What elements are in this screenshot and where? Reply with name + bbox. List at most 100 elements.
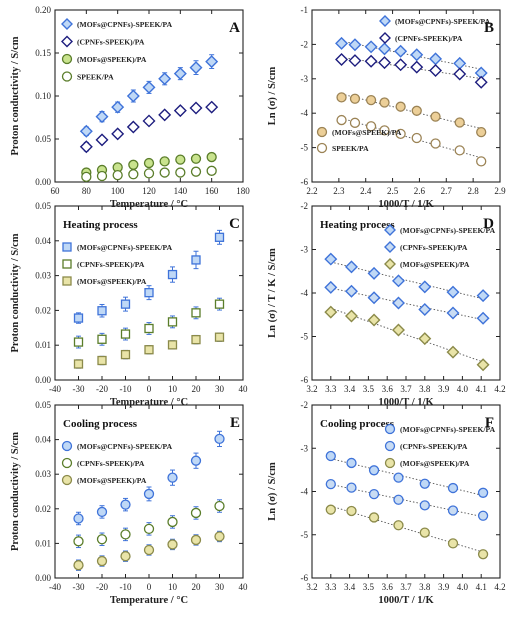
x-tick-label: 3.3 xyxy=(325,384,337,394)
data-point: (CPNFs-SPEEK)/PA: (150, 0.086) xyxy=(189,101,203,115)
y-tick-label: -1 xyxy=(301,5,309,15)
data-point: (MOFs@CPNFs)-SPEEK/PA: (2.66, -2.42) xyxy=(429,52,443,66)
data-point: (MOFs@SPEEK)/PA: (2.75, -4.27) xyxy=(454,117,465,128)
x-tick-label: 30 xyxy=(215,582,225,592)
data-point: (MOFs@CPNFs)-SPEEK/PA: (-30, 0.018) xyxy=(73,313,84,323)
panel-letter: E xyxy=(230,415,240,431)
data-point: (CPNFs-SPEEK)/PA: (2.53, -2.59) xyxy=(394,58,408,72)
data-point: (MOFs@CPNFs)-SPEEK/PA: (4.11, -4.06) xyxy=(476,289,490,303)
data-point: SPEEK/PA: (2.36, -4.28) xyxy=(349,117,361,128)
data-point: (CPNFs-SPEEK)/PA: (2.31, -2.44) xyxy=(335,53,349,67)
legend-marker xyxy=(316,126,328,138)
y-axis-label: Ln (σ) / S/cm xyxy=(267,67,278,126)
data-point: (MOFs@CPNFs)-SPEEK/PA: (160, 0.14) xyxy=(205,55,219,69)
x-tick-label: 3.5 xyxy=(363,384,375,394)
legend-label: (CPNFs-SPEEK)/PA xyxy=(400,442,468,451)
data-point: (CPNFs-SPEEK)/PA: (0, 0.014) xyxy=(143,523,155,535)
legend-marker xyxy=(61,53,73,65)
x-tick-label: 4.0 xyxy=(457,582,469,592)
data-point: (MOFs@SPEEK)/PA: (150, 0.027) xyxy=(190,153,202,164)
data-point: SPEEK/PA: (120, 0.01) xyxy=(143,168,155,179)
panel-d: 3.2 3.3 3.4 3.5 3.6 3.7 3.8 3.9 4.0 4.1 4.2 -6 -5 -4 -… xyxy=(267,201,506,408)
x-tick-label: 2.6 xyxy=(414,186,426,196)
data-point: SPEEK/PA: (2.59, -4.72) xyxy=(411,132,422,144)
series-1: (MOFs@CPNFs)-SPEEK/PA: (-30, 0.017) (MOFs… xyxy=(73,430,225,526)
data-point: (CPNFs-SPEEK)/PA: (3.53, -4.06) xyxy=(368,488,380,500)
legend-label: (MOFs@CPNFs)-SPEEK/PA xyxy=(77,20,173,29)
data-point: (MOFs@SPEEK)/PA: (-10, 0.007) xyxy=(120,349,131,360)
series-4: SPEEK/PA: (80, 0.006) SPEEK/PA: (90, 0.00… xyxy=(81,165,217,182)
x-tick-label: -40 xyxy=(49,384,61,394)
x-tick-label: 3.4 xyxy=(344,582,356,592)
data-point: (MOFs@SPEEK)/PA: (110, 0.02) xyxy=(128,159,139,170)
series-3: (MOFs@SPEEK)/PA: (2.31, -3.54) (MOFs@SPEE… xyxy=(336,92,487,138)
data-point: (CPNFs-SPEEK)/PA: (-10, 0.013) xyxy=(120,329,131,339)
data-point: (CPNFs-SPEEK)/PA: (3.3, -3.83) xyxy=(325,478,336,490)
data-point: (MOFs@SPEEK)/PA: (3.41, -4.53) xyxy=(344,309,358,323)
y-axis-label: Ln (σ) / S/cm xyxy=(267,462,278,521)
data-point: (MOFs@SPEEK)/PA: (3.66, -4.78) xyxy=(393,520,404,531)
series-3: (MOFs@SPEEK)/PA: (3.3, -4.42) (MOFs@SPEEK… xyxy=(325,504,489,560)
panel-c: -40 -30 -20 -10 0 10 20 30 40 0.00 0.01 0.02 0.03 0.0… xyxy=(10,201,248,408)
data-point: (MOFs@SPEEK)/PA: (2.83, -4.55) xyxy=(476,126,487,138)
legend-marker xyxy=(61,18,73,30)
data-point: (CPNFs-SPEEK)/PA: (140, 0.083) xyxy=(173,104,187,118)
legend-label: (CPNFs-SPEEK)/PA xyxy=(77,459,145,468)
y-axis-label: Proton conductivity / S/cm xyxy=(10,36,21,155)
data-point: (MOFs@SPEEK)/PA: (3.8, -5.05) xyxy=(418,332,432,346)
x-tick-label: 120 xyxy=(142,186,156,196)
data-point: (CPNFs-SPEEK)/PA: (130, 0.078) xyxy=(158,108,172,122)
data-point: (MOFs@SPEEK)/PA: (2.31, -3.54) xyxy=(336,92,347,103)
legend-label: (MOFs@CPNFs)-SPEEK/PA xyxy=(77,243,173,252)
data-point: SPEEK/PA: (160, 0.013) xyxy=(206,165,217,176)
y-tick-label: -2 xyxy=(301,201,309,211)
data-point: (MOFs@CPNFs)-SPEEK/PA: (2.53, -2.2) xyxy=(394,44,408,58)
data-point: (MOFs@CPNFs)-SPEEK/PA: (2.47, -2.13) xyxy=(378,42,392,56)
data-point: (CPNFs-SPEEK)/PA: (120, 0.071) xyxy=(142,114,156,128)
y-axis-label: Proton conductivity / S/cm xyxy=(10,233,21,352)
data-point: (MOFs@CPNFs)-SPEEK/PA: (20, 0.035) xyxy=(191,255,201,265)
data-point: (MOFs@SPEEK)/PA: (20, 0.011) xyxy=(190,534,202,546)
panel-letter: B xyxy=(484,20,494,36)
data-point: (MOFs@SPEEK)/PA: (-30, 0.005) xyxy=(73,359,84,369)
data-point: (CPNFs-SPEEK)/PA: (2.59, -2.66) xyxy=(410,60,424,74)
y-tick-label: 0.03 xyxy=(35,271,51,281)
legend-label: (MOFs@SPEEK)/PA xyxy=(77,55,147,64)
data-point: (MOFs@CPNFs)-SPEEK/PA: (3.95, -3.98) xyxy=(446,285,460,299)
x-tick-label: 3.2 xyxy=(306,384,317,394)
legend-label: SPEEK/PA xyxy=(332,144,369,153)
series-2: (CPNFs-SPEEK)/PA: (-30, 0.011) (CPNFs-SPE… xyxy=(73,499,225,549)
data-point: SPEEK/PA: (2.66, -4.88) xyxy=(430,138,441,149)
y-tick-label: 0.01 xyxy=(35,538,51,548)
series-1: (MOFs@CPNFs)-SPEEK/PA: (2.31, -1.97)(MOF… xyxy=(335,36,488,80)
data-point: (MOFs@SPEEK)/PA: (0, 0.008) xyxy=(143,544,155,556)
data-point: (MOFs@SPEEK)/PA: (3.3, -4.44) xyxy=(324,305,338,319)
y-tick-label: 0.05 xyxy=(35,400,51,410)
data-point: (MOFs@CPNFs)-SPEEK/PA: (2.36, -2.01) xyxy=(348,38,362,52)
x-axis-label: Temperature / °C xyxy=(110,595,188,606)
data-point: (CPNFs-SPEEK)/PA: (3.66, -4.19) xyxy=(393,494,404,505)
x-tick-label: 4.2 xyxy=(494,384,505,394)
x-tick-label: 4.1 xyxy=(476,582,487,592)
x-tick-label: 0 xyxy=(147,384,152,394)
data-point: (MOFs@SPEEK)/PA: (2.66, -4.1) xyxy=(430,111,441,122)
x-tick-label: -30 xyxy=(73,582,85,592)
data-point: (CPNFs-SPEEK)/PA: (2.42, -2.49) xyxy=(364,54,378,68)
legend-label: (MOFs@CPNFs)-SPEEK/PA xyxy=(395,17,491,26)
legend-marker xyxy=(379,32,391,44)
y-tick-label: -6 xyxy=(301,375,309,385)
data-point: (MOFs@CPNFs)-SPEEK/PA: (10, 0.029) xyxy=(167,472,178,483)
legend-label: (CPNFs-SPEEK)/PA xyxy=(77,38,145,47)
data-point: (MOFs@SPEEK)/PA: (20, 0.012) xyxy=(191,334,201,345)
data-point: (MOFs@SPEEK)/PA: (160, 0.029) xyxy=(206,151,217,163)
series-3: (MOFs@SPEEK)/PA: (80, 0.011)(MOFs@SPEEK)… xyxy=(81,151,217,178)
data-point: (CPNFs-SPEEK)/PA: (3.8, -4.32) xyxy=(419,500,430,511)
data-point: (MOFs@CPNFs)-SPEEK/PA: (0, 0.025) xyxy=(144,288,154,298)
x-tick-label: 180 xyxy=(236,186,250,196)
data-point: (CPNFs-SPEEK)/PA: (100, 0.056) xyxy=(111,127,125,141)
x-axis-label: Temperature / °C xyxy=(110,199,188,210)
data-point: (CPNFs-SPEEK)/PA: (3.41, -3.91) xyxy=(346,482,357,493)
data-point: (CPNFs-SPEEK)/PA: (2.75, -2.86) xyxy=(453,67,467,81)
y-tick-label: 0.01 xyxy=(35,340,51,350)
x-tick-label: 3.6 xyxy=(382,384,394,394)
